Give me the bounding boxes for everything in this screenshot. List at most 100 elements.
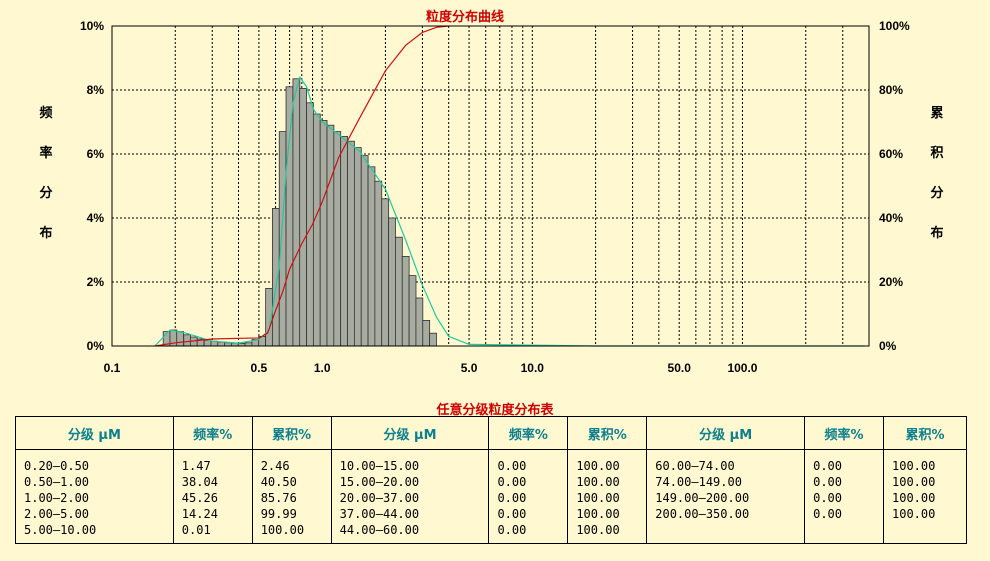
axis-ticks: 0% 2% 4% 6% 8% 10% 0% 20% 40% 60% 80% 100% 0.1 0.5 1.0… xyxy=(80,19,910,375)
table-cell: 100.00 xyxy=(892,459,936,473)
table-cell: 100.00 xyxy=(260,523,305,537)
table-cell: 0.00 xyxy=(813,491,843,505)
table-cell: 10.00—15.00 xyxy=(339,459,420,473)
histogram-bar xyxy=(183,334,192,347)
table-body-row: 0.20—0.50 0.50—1.00 1.00—2.00 2.00—5.00 … xyxy=(15,449,967,544)
table-cell: 37.00—44.00 xyxy=(339,507,420,521)
frequency-envelope-line xyxy=(154,75,865,347)
histogram-bar xyxy=(408,275,417,347)
histogram-bar xyxy=(285,86,294,347)
histogram-bar xyxy=(367,166,376,347)
grid xyxy=(112,26,869,346)
line-series xyxy=(154,25,865,347)
y-left-axis-title-char: 频 xyxy=(39,105,52,121)
table-cell: 74.00—149.00 xyxy=(655,475,742,489)
table-cell: 0.20—0.50 xyxy=(24,459,90,473)
particle-size-chart: 粒度分布曲线 0% 2% 4% 6% 8% 10% 0% 20% 40% 60% 80% 100% 0.… xyxy=(39,9,943,375)
table-cell: 99.99 xyxy=(260,507,297,521)
y-left-axis-title-char: 分 xyxy=(39,185,52,201)
table-cell: 14.24 xyxy=(181,507,218,521)
y-right-axis-title-char: 积 xyxy=(930,145,943,161)
header-cum: 累积% xyxy=(251,416,332,450)
table-cell: 20.00—37.00 xyxy=(339,491,420,505)
table-cell: 0.00 xyxy=(497,475,527,489)
histogram-bar xyxy=(374,180,383,347)
y-right-tick-label: 20% xyxy=(879,275,903,289)
histogram-bar xyxy=(176,331,184,347)
table-cell: 100.00 xyxy=(576,507,620,521)
x-tick-label: 10.0 xyxy=(521,361,545,375)
table-cell: 0.00 xyxy=(813,459,843,473)
y-right-tick-label: 80% xyxy=(879,83,903,97)
histogram-bar xyxy=(381,198,390,347)
histogram-bar xyxy=(429,332,437,347)
y-left-axis-title-char: 率 xyxy=(39,145,52,161)
histogram-bar xyxy=(278,131,287,347)
chart-title: 粒度分布曲线 xyxy=(426,9,504,25)
table-cell: 1.00—2.00 xyxy=(24,491,90,505)
cum-column: 100.00 100.00 100.00 100.00 100.00 xyxy=(567,449,648,544)
header-range: 分级 μM xyxy=(15,416,174,450)
table-header-row: 分级 μM 频率% 累积% 分级 μM 频率% 累积% 分级 μM 频率% 累积… xyxy=(15,416,967,450)
table-cell: 40.50 xyxy=(260,475,297,489)
freq-column: 0.00 0.00 0.00 0.00 0.00 xyxy=(488,449,569,544)
y-left-tick-label: 8% xyxy=(87,83,105,97)
table-cell: 2.46 xyxy=(260,459,290,473)
plot-frame xyxy=(111,25,870,347)
table-cell: 100.00 xyxy=(576,459,620,473)
table-cell: 0.01 xyxy=(181,523,211,537)
y-left-axis-title-char: 布 xyxy=(39,225,52,241)
freq-column: 1.47 38.04 45.26 14.24 0.01 xyxy=(172,449,253,544)
table-cell: 2.00—5.00 xyxy=(24,507,90,521)
x-tick-label: 0.1 xyxy=(104,361,121,375)
x-tick-label: 1.0 xyxy=(314,361,331,375)
table-cell: 38.04 xyxy=(181,475,218,489)
y-right-axis-title-char: 累 xyxy=(930,105,943,121)
range-column: 0.20—0.50 0.50—1.00 1.00—2.00 2.00—5.00 … xyxy=(15,449,174,544)
table-cell: 45.26 xyxy=(181,491,218,505)
table-cell: 44.00—60.00 xyxy=(339,523,420,537)
histogram-bar xyxy=(299,88,307,347)
table-cell: 0.00 xyxy=(497,507,527,521)
y-left-tick-label: 0% xyxy=(87,339,105,353)
table-cell: 0.00 xyxy=(813,507,843,521)
y-left-tick-label: 4% xyxy=(87,211,105,225)
x-tick-label: 5.0 xyxy=(461,361,478,375)
x-tick-label: 50.0 xyxy=(668,361,692,375)
histogram-bar xyxy=(401,255,410,347)
y-right-tick-label: 40% xyxy=(879,211,903,225)
freq-column: 0.00 0.00 0.00 0.00 xyxy=(804,449,884,544)
table-cell: 0.00 xyxy=(497,491,527,505)
y-right-tick-label: 100% xyxy=(879,19,910,33)
histogram-bar xyxy=(395,236,403,347)
histogram-bar xyxy=(312,113,321,347)
table-cell: 100.00 xyxy=(576,523,620,537)
table-cell: 149.00—200.00 xyxy=(655,491,750,505)
table-title: 任意分级粒度分布表 xyxy=(436,403,554,418)
table-cell: 100.00 xyxy=(576,491,620,505)
y-right-axis-title-char: 分 xyxy=(930,185,943,201)
table-cell: 0.00 xyxy=(813,475,843,489)
histogram-bar xyxy=(415,297,424,347)
histogram-bar xyxy=(319,120,328,347)
table-cell: 100.00 xyxy=(892,507,936,521)
cum-column: 2.46 40.50 85.76 99.99 100.00 xyxy=(251,449,332,544)
cum-column: 100.00 100.00 100.00 100.00 xyxy=(883,449,967,544)
x-tick-label: 100.0 xyxy=(727,361,757,375)
histogram-bar xyxy=(360,155,369,347)
header-cum: 累积% xyxy=(567,416,648,450)
y-right-axis-title-char: 布 xyxy=(930,225,943,241)
histogram-bar xyxy=(353,147,362,347)
header-range: 分级 μM xyxy=(646,416,806,450)
range-column: 10.00—15.00 15.00—20.00 20.00—37.00 37.0… xyxy=(330,449,490,544)
table-cell: 100.00 xyxy=(892,475,936,489)
x-tick-label: 0.5 xyxy=(251,361,268,375)
table-cell: 200.00—350.00 xyxy=(655,507,750,521)
header-freq: 频率% xyxy=(804,416,884,450)
histogram-bar xyxy=(217,341,226,347)
table-cell: 5.00—10.00 xyxy=(24,523,97,537)
histogram-bar xyxy=(422,319,431,347)
y-right-tick-label: 60% xyxy=(879,147,903,161)
table-cell: 100.00 xyxy=(576,475,620,489)
table-cell: 1.47 xyxy=(181,459,211,473)
